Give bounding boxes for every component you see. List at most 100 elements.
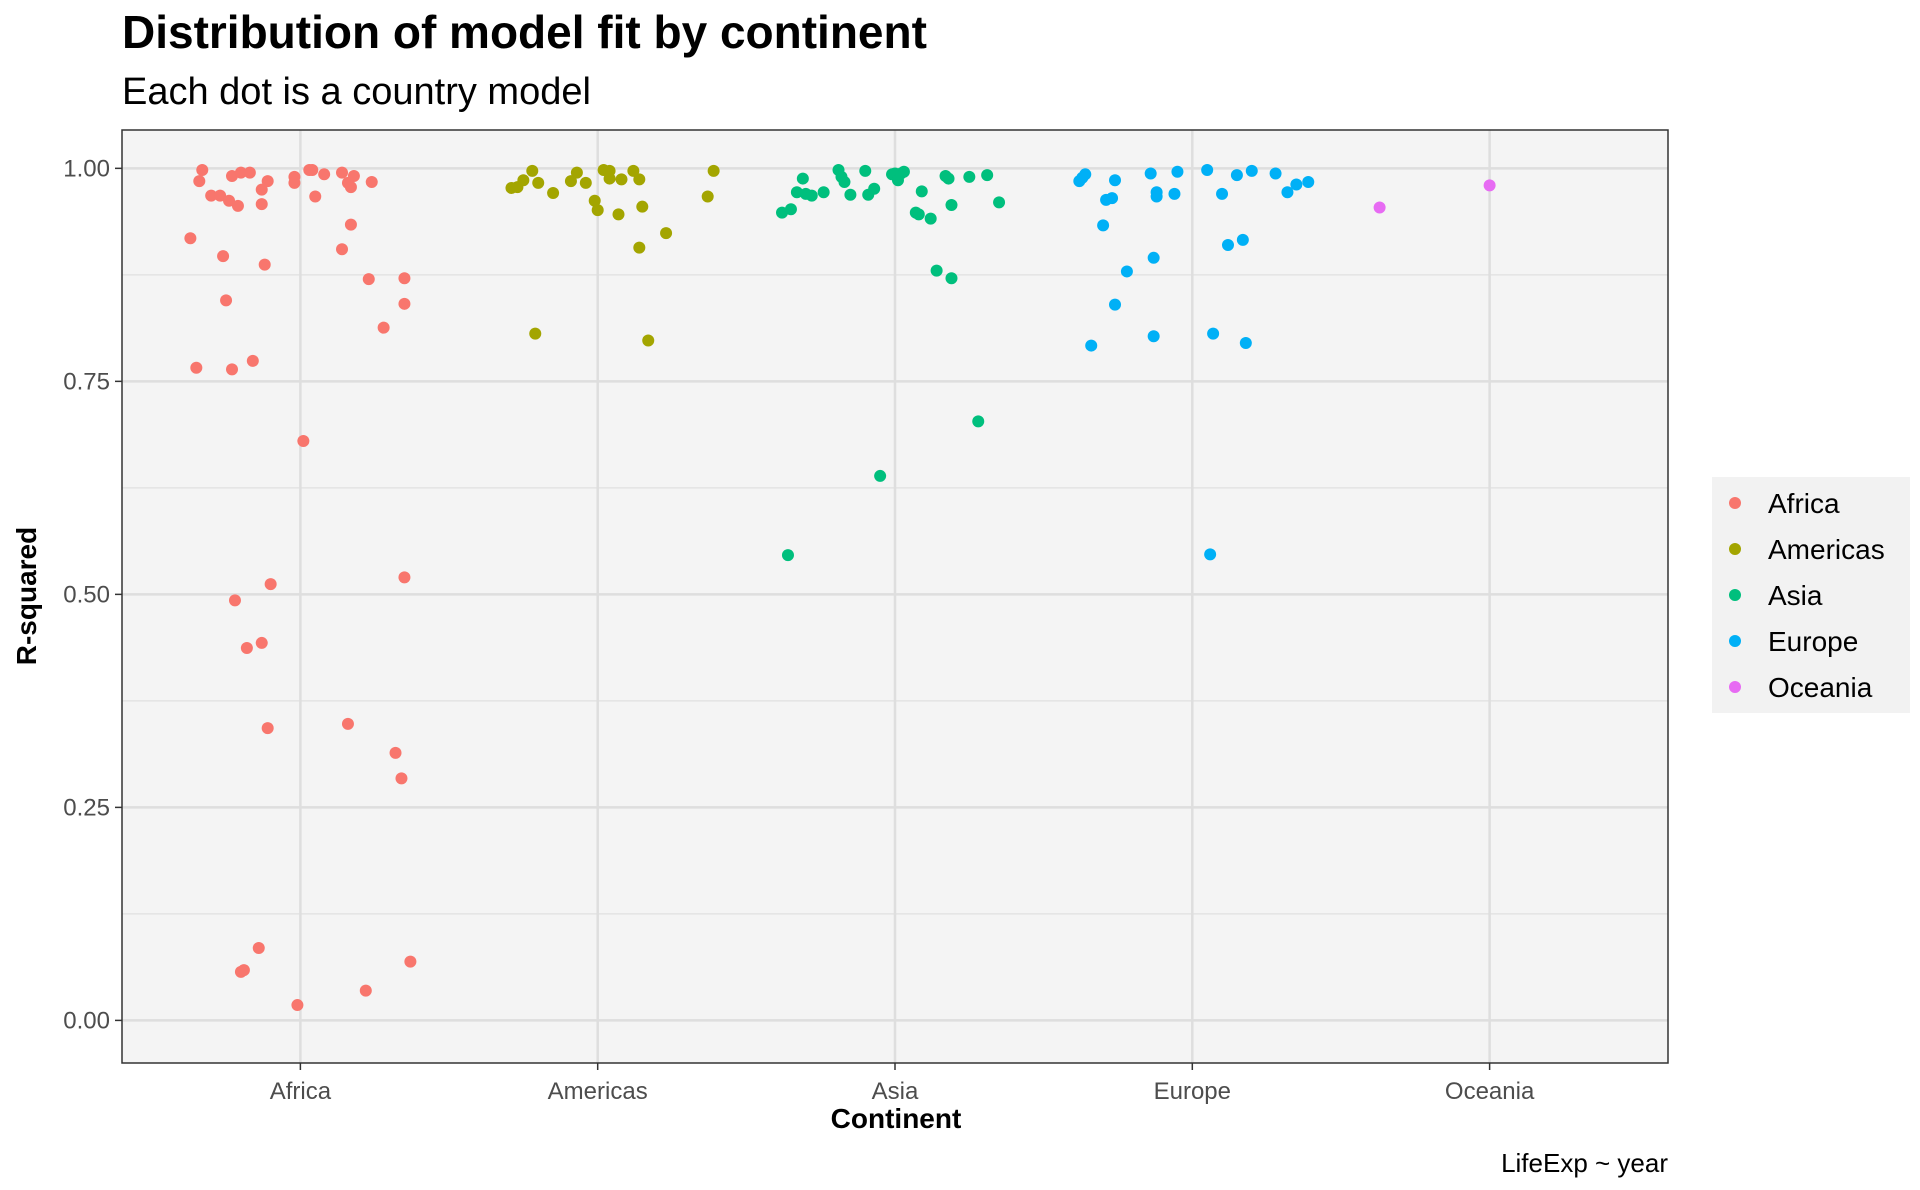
point-africa [261, 722, 274, 735]
legend-key-asia [1729, 589, 1741, 601]
point-africa [261, 175, 274, 188]
point-asia [790, 186, 803, 199]
point-europe [1216, 187, 1229, 200]
point-africa [362, 273, 375, 286]
point-europe [1079, 168, 1092, 181]
point-americas [603, 164, 616, 177]
point-africa [291, 999, 304, 1012]
point-americas [660, 227, 673, 240]
point-asia [915, 185, 928, 198]
point-africa [255, 183, 268, 196]
point-africa [255, 636, 268, 649]
y-tick-label: 0.50 [63, 581, 110, 608]
point-europe [1120, 265, 1133, 278]
point-europe [1097, 219, 1110, 232]
y-tick-label: 1.00 [63, 155, 110, 182]
legend-label-asia: Asia [1768, 580, 1823, 611]
point-africa [389, 746, 402, 759]
legend-key-europe [1729, 635, 1741, 647]
point-europe [1171, 165, 1184, 178]
point-asia [897, 165, 910, 178]
point-asia [844, 188, 857, 201]
y-tick-label: 0.00 [63, 1007, 110, 1034]
point-asia [784, 203, 797, 216]
point-africa [359, 984, 372, 997]
point-asia [912, 208, 925, 221]
point-americas [588, 194, 601, 207]
point-americas [564, 175, 577, 188]
point-americas [579, 176, 592, 189]
point-africa [226, 363, 239, 376]
point-americas [642, 334, 655, 347]
point-europe [1109, 174, 1122, 187]
point-africa [228, 594, 241, 607]
point-africa [240, 642, 253, 655]
point-asia [838, 175, 851, 188]
point-americas [612, 208, 625, 221]
point-europe [1239, 337, 1252, 350]
x-axis-ticks: Africa Americas Asia Europe Oceania [270, 1063, 1535, 1105]
point-africa [297, 435, 310, 447]
point-africa [398, 297, 411, 310]
point-europe [1144, 167, 1157, 180]
point-europe [1150, 190, 1163, 203]
point-africa [243, 166, 256, 179]
point-africa [336, 243, 349, 256]
point-asia [859, 164, 872, 177]
point-africa [395, 772, 408, 785]
point-europe [1201, 164, 1214, 177]
legend: Africa Americas Asia Europe Oceania [1712, 477, 1910, 713]
point-europe [1106, 192, 1119, 205]
point-europe [1269, 167, 1282, 180]
point-africa [264, 578, 277, 591]
point-europe [1245, 164, 1258, 177]
caption: LifeExp ~ year [1501, 1148, 1668, 1178]
legend-key-africa [1729, 497, 1741, 509]
point-africa [214, 189, 227, 202]
point-europe [1109, 298, 1122, 311]
data-points [184, 164, 1496, 1012]
x-tick-label: Oceania [1445, 1078, 1535, 1105]
point-africa [344, 218, 357, 231]
point-asia [805, 189, 818, 202]
y-tick-label: 0.75 [63, 368, 110, 395]
point-africa [220, 294, 233, 307]
point-asia [945, 272, 958, 285]
point-americas [633, 173, 646, 186]
point-africa [193, 175, 206, 188]
point-asia [963, 170, 976, 183]
point-asia [945, 198, 958, 211]
chart-title: Distribution of model fit by continent [122, 6, 927, 58]
point-americas [526, 164, 539, 177]
point-asia [817, 186, 830, 199]
x-tick-label: Africa [270, 1078, 332, 1105]
legend-key-oceania [1729, 681, 1741, 693]
point-asia [874, 469, 887, 482]
x-tick-label: Europe [1154, 1078, 1231, 1105]
point-africa [344, 181, 357, 194]
point-oceania [1373, 201, 1386, 214]
point-asia [942, 172, 955, 185]
point-africa [341, 717, 354, 730]
point-africa [404, 955, 417, 968]
point-africa [347, 170, 360, 183]
point-africa [190, 361, 203, 374]
legend-box [1712, 477, 1910, 713]
point-africa [217, 250, 230, 263]
point-americas [591, 204, 604, 217]
legend-label-europe: Europe [1768, 626, 1858, 657]
point-africa [184, 232, 197, 245]
point-americas [529, 327, 542, 340]
point-asia [796, 172, 809, 185]
point-africa [234, 166, 247, 179]
point-africa [252, 941, 265, 954]
chart-subtitle: Each dot is a country model [122, 71, 591, 113]
point-europe [1085, 339, 1098, 352]
legend-label-africa: Africa [1768, 488, 1840, 519]
point-africa [231, 199, 244, 212]
point-americas [532, 176, 545, 189]
point-europe [1290, 178, 1303, 191]
point-africa [336, 166, 349, 179]
point-americas [701, 190, 714, 203]
